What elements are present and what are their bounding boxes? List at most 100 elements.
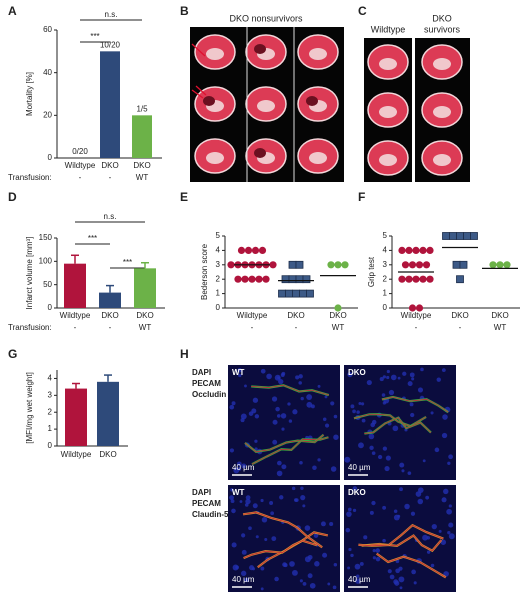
nucleus [261,517,268,523]
nucleus [244,384,247,388]
nucleus [300,396,304,401]
brain-slice-core [309,152,327,164]
scale-label: 40 µm [348,575,371,584]
stain-label: DAPI [192,368,211,377]
nucleus [252,503,258,509]
bar [97,381,119,446]
point [227,261,235,269]
nucleus [264,538,268,542]
vessel-stain [251,436,329,465]
nucleus [229,495,234,501]
bar [99,292,121,308]
y-tick-label: 1 [383,289,388,298]
nucleus [230,499,235,504]
point [302,275,311,284]
nucleus [240,418,245,423]
nucleus [300,495,306,501]
nucleus [417,487,424,493]
nucleus [300,486,304,491]
y-tick-label: 3 [48,390,53,399]
vessel-stain [243,540,318,559]
nucleus [304,556,311,563]
nucleus [448,533,455,540]
point [456,275,464,284]
brain-slice-core [379,58,397,70]
x-tick-label: DKO [491,311,508,320]
nucleus [298,374,303,379]
vessel-stain [358,524,444,547]
nucleus [369,445,374,451]
point [401,261,410,269]
nucleus [392,425,399,432]
nucleus [447,530,451,535]
nucleus [333,563,338,567]
x-tick-label: DKO [101,161,118,170]
nucleus [371,451,376,455]
brain-slice-core [206,48,224,60]
panel-letter: A [8,4,17,18]
point [449,232,457,240]
y-tick-label: 4 [48,374,53,383]
nucleus [359,561,364,566]
brain-slice-core [206,152,224,164]
y-tick-label: 1 [48,424,53,433]
nucleus [417,387,424,393]
nucleus [436,377,441,382]
point [278,289,286,298]
point [405,275,413,283]
nucleus [329,521,334,527]
point [295,260,304,269]
significance-label: n.s. [104,212,117,221]
value-label: 1/5 [136,104,148,113]
nucleus [312,465,317,470]
x-tick-label: Wildtype [61,450,92,459]
nucleus [397,514,401,518]
point [463,232,471,240]
nucleus [298,381,302,385]
nucleus [292,409,298,415]
nucleus [407,471,412,475]
nucleus [231,542,237,548]
nucleus [270,511,275,516]
nucleus [276,414,281,418]
nucleus [382,538,386,543]
y-axis-label: Grip test [367,256,376,287]
point [419,275,427,283]
nucleus [309,582,316,589]
lesion [254,148,266,158]
transfusion-label: WT [139,323,152,332]
nucleus [280,373,285,377]
nucleus [288,419,293,423]
point [262,275,270,283]
panel-letter: B [180,4,189,18]
nucleus [350,553,354,558]
nucleus [430,411,434,415]
y-axis-label: [MFI/mg wet weight] [25,372,34,444]
image-label: Wildtype [371,24,406,34]
y-tick-label: 5 [216,231,221,240]
vessel-stain [361,534,442,552]
nucleus [345,527,351,533]
nucleus [237,467,242,471]
vessel-stain [381,396,449,413]
nucleus [277,460,282,466]
nucleus [358,402,362,405]
nucleus [398,576,405,583]
nucleus [387,569,392,574]
nucleus [260,566,265,571]
arrow [191,89,204,99]
nucleus [402,371,407,376]
point [306,289,314,298]
nucleus [302,581,307,586]
nucleus [231,508,236,514]
value-label: 0/20 [72,147,88,156]
nucleus [369,510,374,515]
nucleus [240,413,247,420]
point [237,246,246,254]
nucleus [252,397,259,403]
nucleus [291,569,298,576]
nucleus [411,377,415,381]
nucleus [385,455,391,461]
stain-label: PECAM [192,379,221,388]
brain-slice-core [379,106,397,118]
